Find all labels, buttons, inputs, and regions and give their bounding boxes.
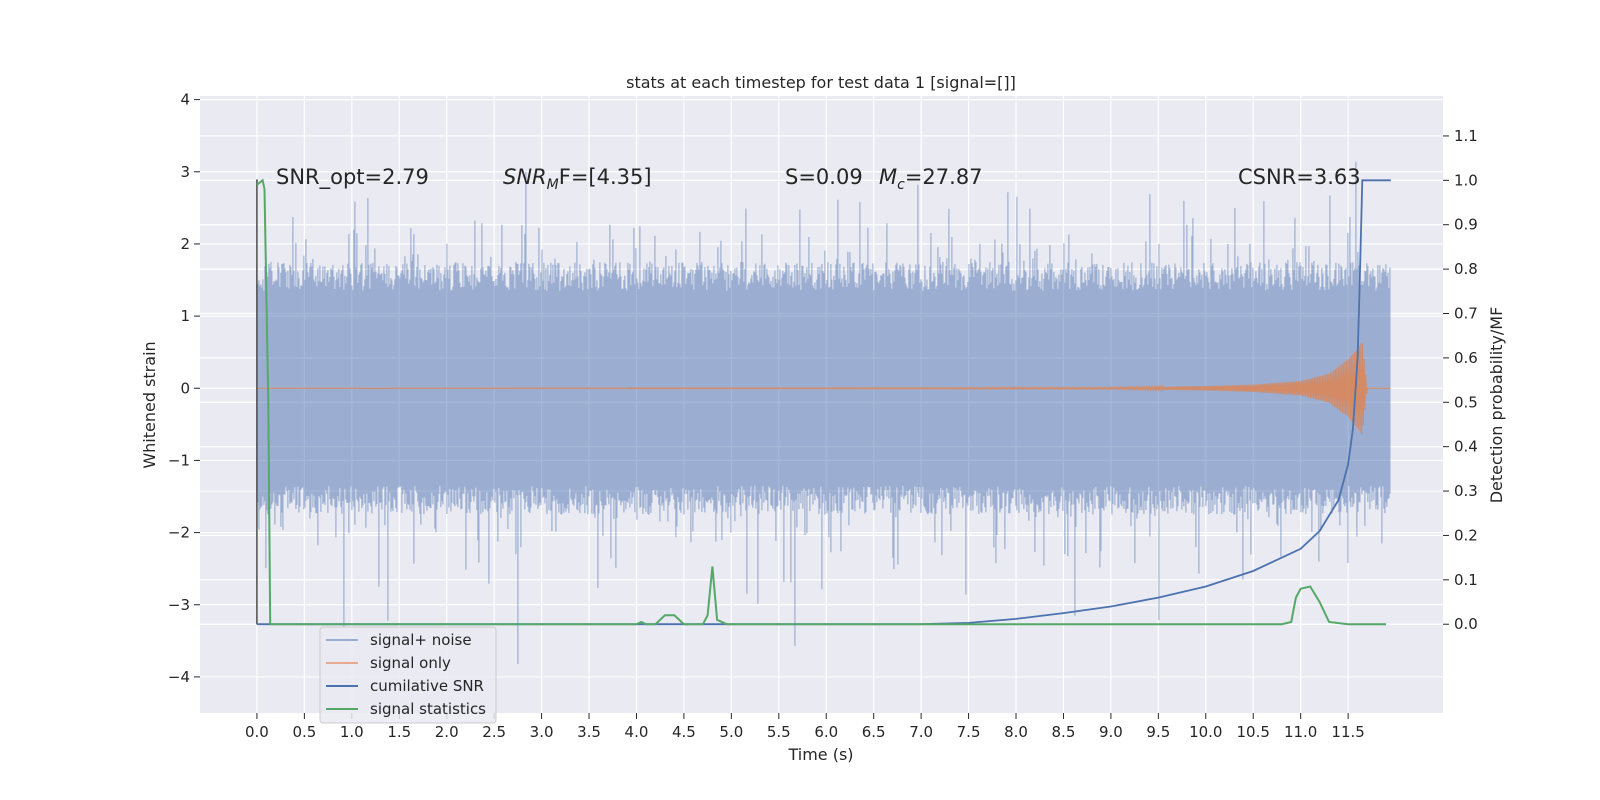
x-tick-label-15: 7.5 [957, 723, 981, 741]
annotation-mc-value: =27.87 [905, 165, 983, 189]
x-tick-label-10: 5.0 [719, 723, 743, 741]
x-tick-label-9: 4.5 [672, 723, 696, 741]
y-right-tick-label-6: 0.6 [1454, 349, 1478, 367]
annotation-snr-mf: SNRMF=[4.35] [503, 165, 652, 193]
y-right-tick-label-9: 0.9 [1454, 216, 1478, 234]
x-tick-label-20: 10.0 [1189, 723, 1222, 741]
x-tick-label-6: 3.0 [530, 723, 554, 741]
x-tick-label-13: 6.5 [862, 723, 886, 741]
x-tick-label-21: 10.5 [1237, 723, 1270, 741]
y-left-tick-label-0: −4 [168, 668, 190, 686]
legend-label-cumulative-snr: cumilative SNR [370, 677, 484, 695]
y-right-tick-label-3: 0.3 [1454, 482, 1478, 500]
y-right-tick-label-2: 0.2 [1454, 526, 1478, 544]
annotation-s: S=0.09 [785, 165, 863, 189]
annotation-snr-mf-subscript: M [547, 177, 559, 193]
initial-spike-line [256, 179, 258, 625]
annotation-csnr: CSNR=3.63 [1238, 165, 1361, 189]
signal-statistics-line [256, 178, 1387, 626]
x-tick-label-14: 7.0 [909, 723, 933, 741]
y-right-tick-label-8: 0.8 [1454, 260, 1478, 278]
annotation-snr-mf-value: F=[4.35] [559, 165, 652, 189]
signal-only-series [256, 343, 1391, 435]
legend: signal+ noise signal only cumilative SNR… [319, 626, 497, 724]
y-right-tick-label-0: 0.0 [1454, 615, 1478, 633]
y-right-tick-label-5: 0.5 [1454, 393, 1478, 411]
x-tick-label-22: 11.0 [1284, 723, 1317, 741]
y-right-axis-ticks: 0.0 0.1 0.2 0.3 0.4 0.5 0.6 0.7 0.8 0.9 1.0 1.1 [1443, 127, 1478, 633]
annotation-mc-m: M [879, 165, 897, 189]
x-axis-ticks: 0.0 0.5 1.0 1.5 2.0 2.5 3.0 3.5 4.0 4.5 5.0 5.5 6.0 6… [245, 713, 1365, 741]
legend-label-signal-noise: signal+ noise [370, 631, 472, 649]
x-tick-label-23: 11.5 [1331, 723, 1364, 741]
y-right-tick-label-4: 0.4 [1454, 438, 1478, 456]
y-left-tick-label-3: −1 [168, 451, 190, 469]
y-right-tick-label-10: 1.0 [1454, 171, 1478, 189]
x-tick-label-0: 0.0 [245, 723, 269, 741]
x-axis-label: Time (s) [787, 745, 853, 764]
x-tick-label-11: 5.5 [767, 723, 791, 741]
cumulative-snr-line [256, 179, 1391, 626]
x-tick-label-19: 9.5 [1146, 723, 1170, 741]
x-tick-label-8: 4.0 [625, 723, 649, 741]
signal-only-trace [256, 343, 1391, 435]
y-left-axis-ticks: −4 −3 −2 −1 0 1 2 3 4 [168, 91, 200, 686]
x-tick-label-5: 2.5 [482, 723, 506, 741]
y-right-tick-label-11: 1.1 [1454, 127, 1478, 145]
x-tick-label-3: 1.5 [387, 723, 411, 741]
x-tick-label-4: 2.0 [435, 723, 459, 741]
y-right-axis-label: Detection probability/MF [1487, 307, 1506, 504]
annotation-mc: Mc=27.87 [879, 165, 983, 193]
x-tick-label-1: 0.5 [292, 723, 316, 741]
legend-label-signal-only: signal only [370, 654, 451, 672]
x-tick-label-18: 9.0 [1099, 723, 1123, 741]
y-right-tick-label-7: 0.7 [1454, 305, 1478, 323]
y-left-tick-label-6: 2 [180, 235, 190, 253]
x-tick-label-2: 1.0 [340, 723, 364, 741]
y-left-axis-label: Whitened strain [140, 341, 159, 468]
x-tick-label-12: 6.0 [814, 723, 838, 741]
annotation-snr-opt: SNR_opt=2.79 [276, 165, 429, 190]
y-left-tick-label-4: 0 [180, 379, 190, 397]
x-tick-label-7: 3.5 [577, 723, 601, 741]
annotation-snr-mf-snr: SNR [503, 165, 547, 189]
y-left-tick-label-7: 3 [180, 163, 190, 181]
y-left-tick-label-1: −3 [168, 596, 190, 614]
x-tick-label-17: 8.5 [1052, 723, 1076, 741]
annotation-mc-subscript: c [897, 177, 905, 193]
x-tick-label-16: 8.0 [1004, 723, 1028, 741]
chart-title: stats at each timestep for test data 1 [… [626, 73, 1016, 92]
y-left-tick-label-2: −2 [168, 524, 190, 542]
y-left-tick-label-5: 1 [180, 307, 190, 325]
y-right-tick-label-1: 0.1 [1454, 571, 1478, 589]
legend-box [319, 626, 497, 724]
legend-label-signal-statistics: signal statistics [370, 700, 486, 718]
y-left-tick-label-8: 4 [180, 91, 190, 109]
